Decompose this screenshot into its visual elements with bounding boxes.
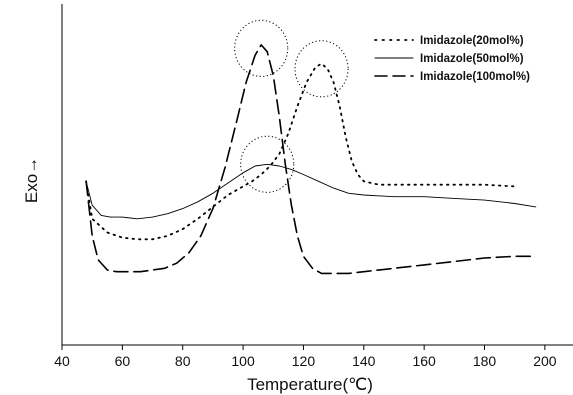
peak-highlight-circle xyxy=(234,19,289,77)
axes: 40 60 80 100 120 140 160 180 200 xyxy=(54,4,573,369)
x-tick-label: 140 xyxy=(352,353,376,369)
series-line-dashed xyxy=(85,44,537,275)
series-layer xyxy=(85,44,537,275)
x-tick-label: 40 xyxy=(54,353,70,369)
legend-label: Imidazole(50mol%) xyxy=(420,53,524,65)
x-tick-label: 200 xyxy=(533,353,557,369)
legend-label: Imidazole(100mol%) xyxy=(420,71,530,83)
x-tick-label: 100 xyxy=(231,353,255,369)
legend: Imidazole(20mol%) Imidazole(50mol%) Imidaz… xyxy=(374,35,530,83)
series-line-dotted xyxy=(85,62,516,241)
x-tick-label: 120 xyxy=(292,353,316,369)
peak-highlight-circle xyxy=(294,40,349,98)
x-axis-label: Temperature(℃) xyxy=(247,375,373,394)
y-axis-label: Exo→ xyxy=(22,157,41,203)
x-tick-label: 180 xyxy=(473,353,497,369)
x-tick-label: 80 xyxy=(175,353,191,369)
peak-highlight-circle xyxy=(240,135,295,193)
legend-label: Imidazole(20mol%) xyxy=(420,35,524,47)
x-tick-label: 160 xyxy=(412,353,436,369)
x-axis-ticks: 40 60 80 100 120 140 160 180 200 xyxy=(54,345,557,369)
peak-annotations xyxy=(234,19,349,193)
series-line-solid xyxy=(85,163,537,220)
x-tick-label: 60 xyxy=(115,353,131,369)
